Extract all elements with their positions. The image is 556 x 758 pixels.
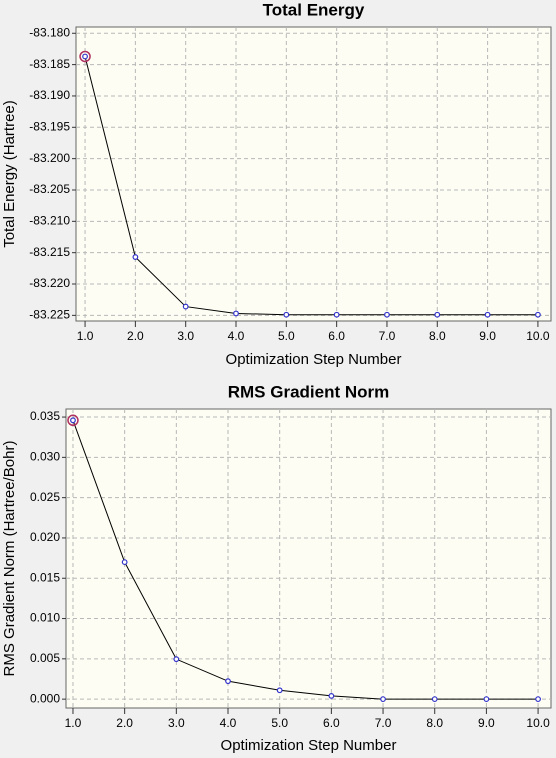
x-tick-label: 10.0 <box>526 329 550 343</box>
point <box>182 303 189 310</box>
point <box>333 311 340 318</box>
point <box>121 559 128 566</box>
point <box>70 417 76 424</box>
x-tick-label: 10.0 <box>526 716 550 730</box>
highlight-ring <box>67 414 79 427</box>
x-axis-title: Optimization Step Number <box>226 351 402 368</box>
y-tick-label: -83.210 <box>29 214 70 228</box>
point <box>173 656 180 663</box>
series-line <box>72 420 539 700</box>
y-tick-label: -83.220 <box>29 276 70 290</box>
chart-title: Total Energy <box>263 0 365 19</box>
x-tick-label: 6.0 <box>328 329 345 343</box>
x-tick-label: 5.0 <box>271 716 288 730</box>
x-tick-label: 5.0 <box>278 329 295 343</box>
y-tick-label: 0.005 <box>30 651 60 665</box>
x-tick-label: 7.0 <box>375 716 392 730</box>
chart: Total Energy Optimization Step Number Tota… <box>1 0 552 368</box>
y-axis-title: Total Energy (Hartree) <box>1 100 18 248</box>
point <box>434 311 441 318</box>
x-tick-label: 4.0 <box>228 329 245 343</box>
plot-area <box>65 408 552 709</box>
y-tick-label: 0.015 <box>30 570 60 584</box>
y-axis-title: RMS Gradient Norm (Hartree/Bohr) <box>1 441 18 677</box>
y-tick-label: 0.025 <box>30 490 60 504</box>
x-tick-label: 9.0 <box>478 716 495 730</box>
point <box>276 687 283 694</box>
chart: RMS Gradient Norm Optimization Step Numbe… <box>1 382 552 754</box>
x-tick-label: 8.0 <box>429 329 446 343</box>
y-tick-label: 0.030 <box>30 450 60 464</box>
y-tick-label: -83.185 <box>29 57 70 71</box>
plot-area <box>75 26 552 322</box>
x-tick-label: 2.0 <box>127 329 144 343</box>
x-tick-label: 3.0 <box>168 716 185 730</box>
y-tick-label: -83.215 <box>29 245 70 259</box>
point <box>380 696 386 703</box>
point <box>384 311 390 318</box>
x-tick-label: 4.0 <box>220 716 237 730</box>
point <box>535 311 541 318</box>
x-tick-label: 9.0 <box>479 329 496 343</box>
y-tick-label: -83.200 <box>29 151 70 165</box>
y-tick-label: -83.205 <box>29 182 70 196</box>
x-tick-label: 7.0 <box>379 329 396 343</box>
chart-title: RMS Gradient Norm <box>228 382 390 401</box>
point <box>233 310 239 317</box>
series-line <box>84 56 538 316</box>
y-tick-label: 0.035 <box>30 409 60 423</box>
y-tick-label: 0.010 <box>30 611 60 625</box>
y-tick-label: 0.020 <box>30 530 60 544</box>
x-tick-label: 8.0 <box>426 716 443 730</box>
point <box>483 696 490 703</box>
y-tick-label: -83.190 <box>29 88 70 102</box>
x-tick-label: 1.0 <box>65 716 82 730</box>
point <box>328 693 335 699</box>
point <box>132 254 139 260</box>
x-tick-label: 1.0 <box>77 329 94 343</box>
x-axis-title: Optimization Step Number <box>221 737 397 754</box>
x-tick-label: 3.0 <box>177 329 194 343</box>
point <box>431 696 438 703</box>
highlight-ring <box>79 50 91 63</box>
y-tick-label: -83.180 <box>29 25 70 39</box>
point <box>484 311 491 318</box>
point <box>225 678 231 685</box>
y-tick-label: -83.225 <box>29 308 70 322</box>
point <box>82 53 88 60</box>
y-tick-label: -83.195 <box>29 119 70 133</box>
x-tick-label: 6.0 <box>323 716 340 730</box>
x-tick-label: 2.0 <box>116 716 133 730</box>
point <box>535 696 541 703</box>
y-tick-label: 0.000 <box>30 691 60 705</box>
point <box>283 311 290 318</box>
